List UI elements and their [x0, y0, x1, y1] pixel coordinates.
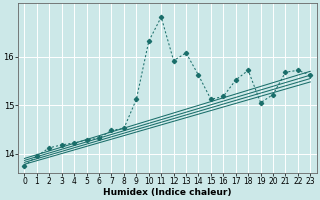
X-axis label: Humidex (Indice chaleur): Humidex (Indice chaleur) — [103, 188, 232, 197]
